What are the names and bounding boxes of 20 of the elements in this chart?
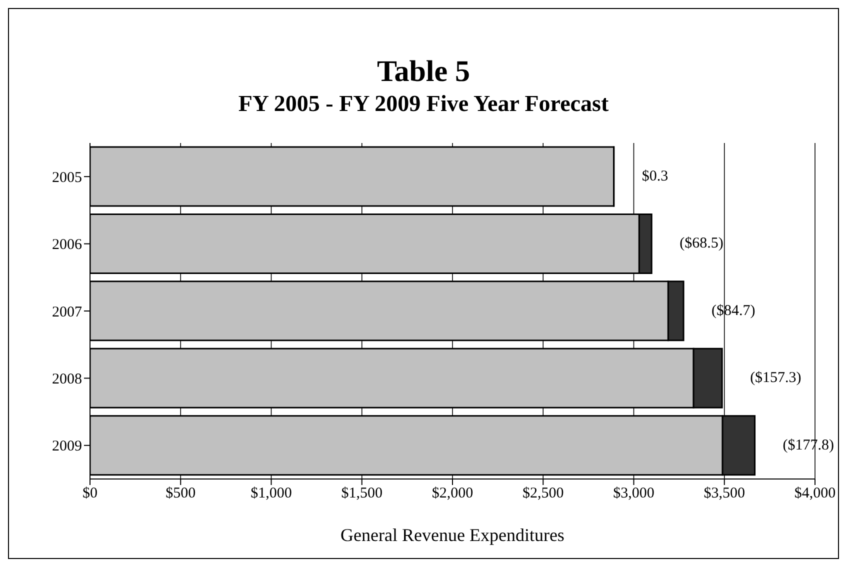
data-label: ($157.3) [750, 370, 802, 386]
x-tick-label: $1,000 [250, 486, 292, 502]
data-label: $0.3 [642, 168, 668, 185]
x-axis-title: General Revenue Expenditures [340, 525, 564, 545]
y-tick-label: 2007 [52, 304, 82, 320]
chart-title: Table 5 [376, 55, 472, 89]
x-tick-label: $3,000 [613, 486, 654, 502]
y-tick-label: 2006 [52, 237, 82, 254]
y-tick-label: 2009 [52, 438, 82, 455]
x-tick-label: $0 [82, 486, 98, 502]
x-tick-label: $2,500 [522, 486, 564, 502]
x-tick-label: $4,000 [794, 486, 836, 502]
chart-subtitle: FY 2005 - FY 2009 Five Year Forecast [237, 90, 610, 118]
x-tick-label: $500 [166, 486, 196, 502]
x-tick-label: $2,000 [432, 486, 474, 502]
y-tick-label: 2005 [52, 170, 82, 186]
data-label: ($68.5) [680, 236, 724, 252]
x-tick-label: $3,500 [704, 486, 745, 502]
y-tick-label: 2008 [52, 372, 82, 388]
x-tick-label: $1,500 [341, 486, 382, 502]
